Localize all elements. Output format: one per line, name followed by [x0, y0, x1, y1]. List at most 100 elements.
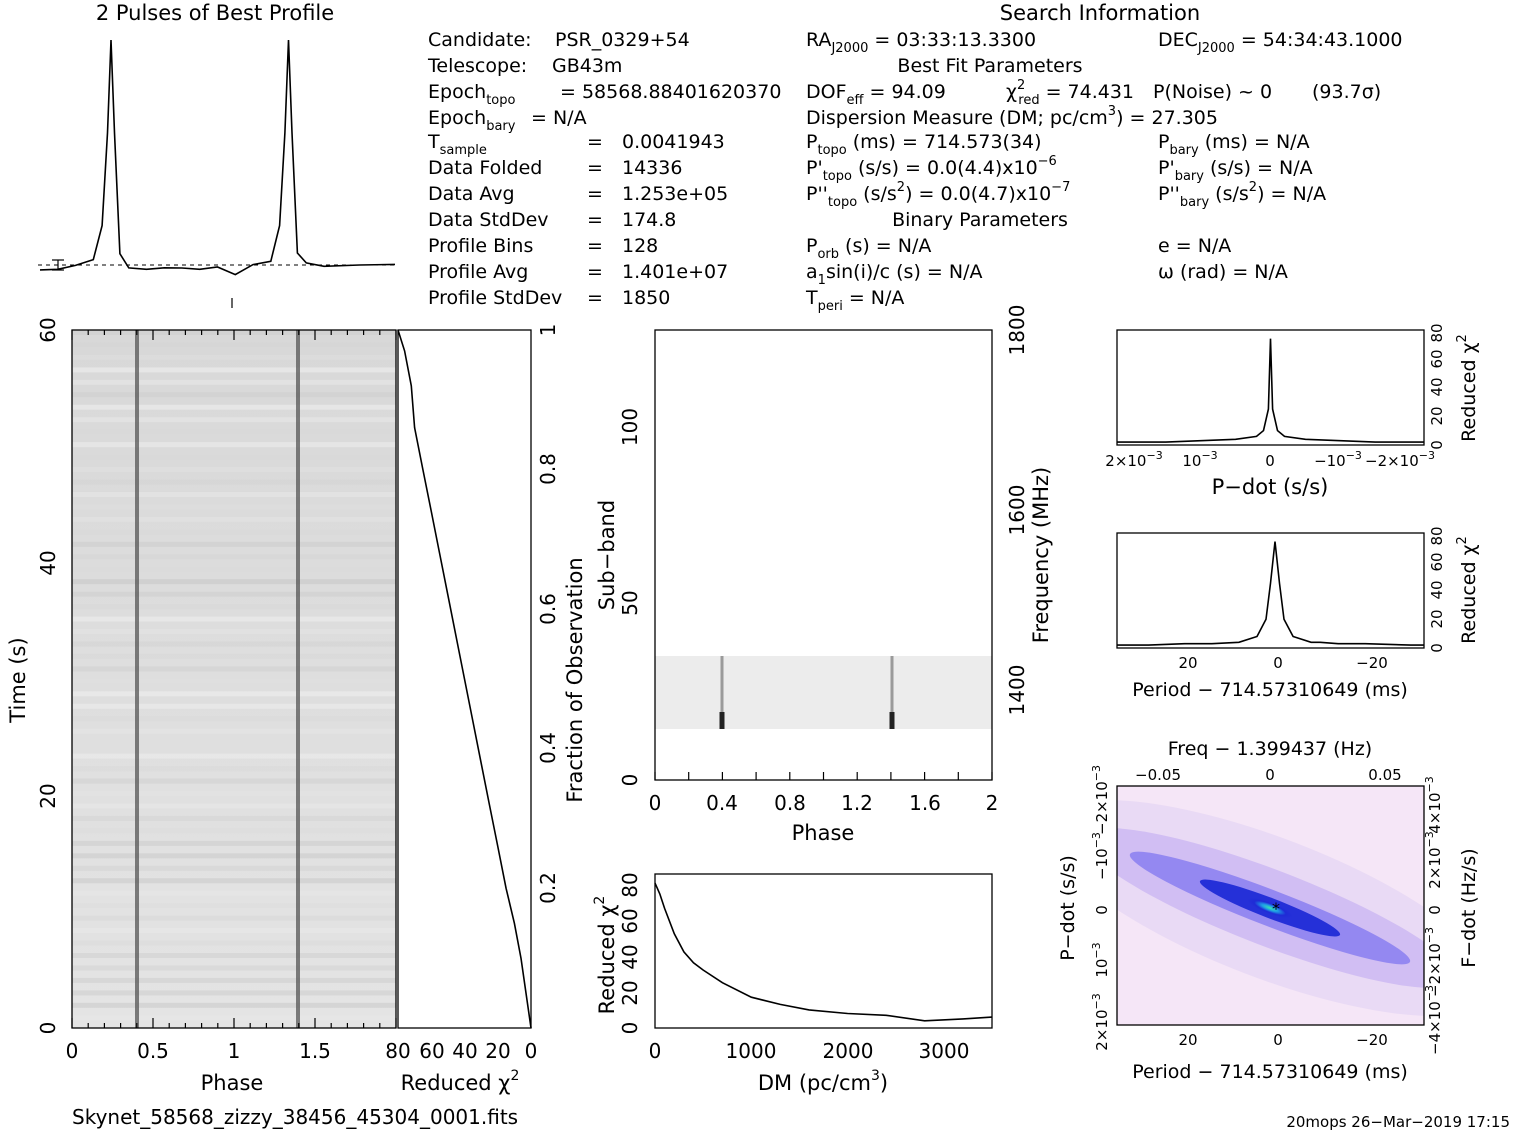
value-profile-stddev: 1850 [622, 287, 670, 309]
sigma: (93.7σ) [1312, 81, 1381, 103]
dm-line: Dispersion Measure (DM; pc/cm3) = 27.305 [806, 104, 1218, 129]
eq-tsample: = [587, 131, 603, 153]
dm-ytick-2: 40 [618, 944, 642, 969]
sb-xtick-2: 0.8 [774, 791, 806, 815]
map-top-tick-2: 0.05 [1368, 766, 1401, 784]
time-phase-row [72, 429, 396, 435]
sb-xtick-0: 0 [649, 791, 662, 815]
dm-ylabel: Reduced χ2 [592, 896, 619, 1015]
map-image: * [1117, 786, 1424, 1025]
time-phase-plot: 0 0.5 1 1.5 Phase 0 20 40 60 Time (s) [6, 317, 397, 1095]
pdot-frame [1116, 329, 1425, 446]
time-phase-row [72, 629, 396, 635]
value-telescope: GB43m [552, 55, 622, 77]
sb-ytick-1: 50 [618, 590, 642, 615]
map-frame [1116, 785, 1425, 1026]
map-ytick-0: 2×10−3 [1090, 993, 1111, 1050]
time-phase-row [72, 666, 396, 672]
fo-tick-3: 0.8 [536, 453, 560, 485]
map-ytick-4: −2×10−3 [1090, 765, 1111, 835]
tp-xlabel: Phase [201, 1071, 264, 1095]
pd-ytick-1: 20 [1428, 406, 1446, 425]
pr-ytick-1: 20 [1428, 609, 1446, 628]
time-phase-row [72, 878, 396, 884]
time-phase-row [72, 716, 396, 722]
pd-xtick-3: −10−3 [1314, 449, 1362, 470]
tp-ytick-3: 60 [36, 317, 60, 342]
fo-tick-1: 0.4 [536, 732, 560, 764]
dec-line: DECJ2000 = 54:34:43.1000 [1158, 29, 1403, 56]
label-telescope: Telescope: [427, 55, 527, 77]
pbary-line: Pbary (ms) = N/A [1158, 131, 1310, 158]
sb-xtick-1: 0.4 [706, 791, 738, 815]
sb-xtick-5: 2 [986, 791, 999, 815]
value-epoch-topo: = 58568.88401620370 [560, 81, 781, 103]
time-phase-row [72, 791, 396, 797]
info-left-column: Candidate: PSR_0329+54 Telescope: GB43m … [427, 29, 781, 309]
profile-plot [38, 39, 396, 276]
pddbary-line: P''bary (s/s2) = N/A [1158, 180, 1326, 210]
time-phase-row [72, 803, 396, 809]
time-phase-row [72, 977, 396, 983]
eq-profile-stddev: = [587, 287, 603, 309]
pd-ytick-4: 80 [1428, 323, 1446, 342]
pd-xlabel: P−dot (s/s) [1212, 475, 1329, 499]
value-profile-bins: 128 [622, 235, 658, 257]
dm-xtick-3: 3000 [919, 1039, 970, 1063]
pr-ytick-2: 40 [1428, 580, 1446, 599]
dm-xtick-1: 1000 [726, 1039, 777, 1063]
ct-xtick-4: 0 [525, 1039, 538, 1063]
map-xtick-0: 20 [1178, 1031, 1197, 1049]
time-phase-row [72, 392, 396, 398]
ct-xlabel: Reduced χ2 [401, 1068, 520, 1095]
time-phase-row [72, 1002, 396, 1008]
fo-tick-2: 0.6 [536, 593, 560, 625]
time-phase-row [72, 354, 396, 360]
subband-pulse-2 [890, 656, 894, 729]
freq-tick-2: 1800 [1005, 305, 1029, 356]
dm-xtick-2: 2000 [823, 1039, 874, 1063]
subband-pulse-1 [720, 656, 724, 729]
value-profile-avg: 1.401e+07 [622, 261, 728, 283]
time-phase-row [72, 990, 396, 996]
time-phase-row [72, 815, 396, 821]
subband-image [655, 656, 992, 729]
pr-ylabel: Reduced χ2 [1455, 536, 1480, 644]
pddot-line: P''topo (s/s2) = 0.0(4.7)x10−7 [806, 180, 1070, 210]
info-right-column: RAJ2000 = 03:33:13.3300 DECJ2000 = 54:34:4… [805, 29, 1403, 314]
time-phase-row [72, 741, 396, 747]
eq-data-avg: = [587, 183, 603, 205]
ct-xtick-0: 80 [385, 1039, 410, 1063]
info-header: Search Information [1000, 1, 1200, 25]
fo-label: Fraction of Observation [563, 557, 587, 802]
value-data-stddev: 174.8 [622, 209, 676, 231]
pd-xtick-0: 2×10−3 [1105, 449, 1162, 470]
time-phase-row [72, 940, 396, 946]
time-phase-pulse-1 [135, 330, 139, 1028]
pdbary-line: P'bary (s/s) = N/A [1158, 157, 1313, 184]
map-xtick-2: −20 [1356, 1031, 1388, 1049]
pr-ytick-0: 0 [1428, 643, 1446, 653]
time-phase-row [72, 653, 396, 659]
time-phase-row [72, 678, 396, 684]
dof-line: DOFeff = 94.09 [806, 81, 946, 108]
dm-frame [654, 873, 993, 1029]
footer-stamp: 20mops 26−Mar−2019 17:15 [1286, 1113, 1510, 1131]
tp-ylabel: Time (s) [6, 637, 30, 723]
chi-time-frame [397, 329, 532, 1029]
map-rtick-2: 0 [1426, 905, 1444, 915]
pd-ytick-2: 40 [1428, 377, 1446, 396]
pd-ylabel: Reduced χ2 [1455, 334, 1480, 442]
dm-xtick-0: 0 [649, 1039, 662, 1063]
value-data-avg: 1.253e+05 [622, 183, 728, 205]
time-phase-row [72, 367, 396, 373]
value-data-folded: 14336 [622, 157, 682, 179]
label-profile-avg: Profile Avg [428, 261, 528, 283]
time-phase-row [72, 454, 396, 460]
pd-ytick-0: 0 [1428, 440, 1446, 450]
pr-xtick-2: −20 [1356, 654, 1388, 672]
tp-ytick-1: 20 [36, 783, 60, 808]
ct-xtick-2: 40 [452, 1039, 477, 1063]
time-phase-row [72, 516, 396, 522]
time-phase-row [72, 928, 396, 934]
